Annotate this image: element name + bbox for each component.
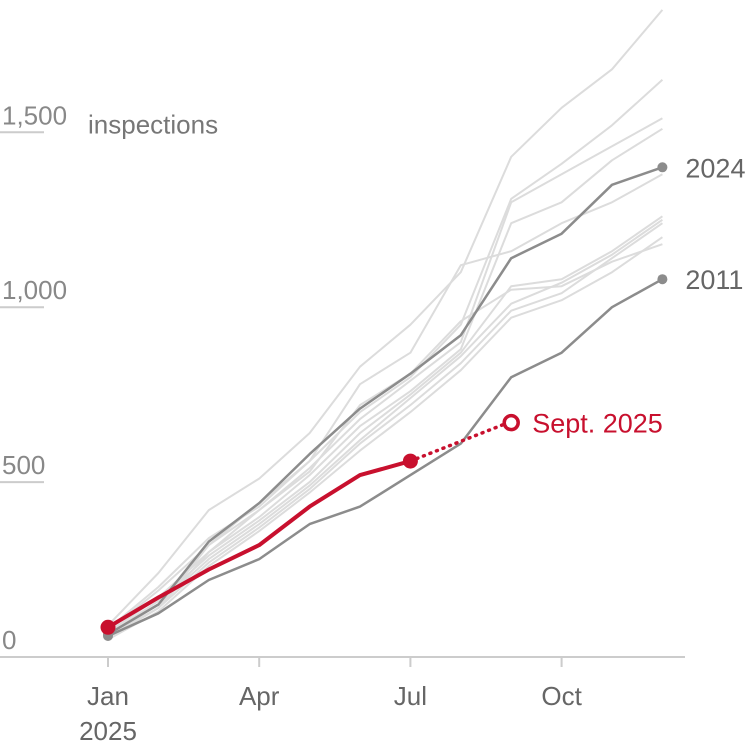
x-tick-label: Apr <box>239 681 280 711</box>
background-series-line <box>107 127 663 634</box>
y-tick-label: 0 <box>2 625 16 655</box>
projection-line <box>408 422 505 463</box>
highlight-series-group <box>103 162 668 642</box>
background-series-line <box>107 9 664 627</box>
labels-group: Sept. 2025 2024 2011 <box>532 153 745 438</box>
y-tick-label: 500 <box>2 450 45 480</box>
axes: 0 500 1,000 1,500 inspections Jan 2025 Apr Jul Oc… <box>0 100 685 746</box>
background-series-line <box>107 222 663 639</box>
background-series-line <box>107 243 663 639</box>
series-line-2011 <box>107 278 664 638</box>
background-series-group <box>107 9 664 641</box>
end-label-2011: 2011 <box>685 265 743 295</box>
x-tick-sublabel: 2025 <box>79 716 137 746</box>
current-series-group <box>100 413 520 635</box>
background-series-line <box>107 218 663 637</box>
background-series-line <box>107 215 663 636</box>
end-label-2024: 2024 <box>685 153 745 183</box>
y-tick-label: 1,500 <box>2 100 67 130</box>
x-tick-label: Jul <box>394 681 427 711</box>
background-series-line <box>107 79 664 630</box>
y-unit-label: inspections <box>88 109 218 139</box>
x-tick-label: Jan <box>87 681 129 711</box>
background-series-line <box>107 173 663 637</box>
series-line-2024 <box>107 166 663 636</box>
x-tick-label: Oct <box>541 681 582 711</box>
series-end-point-2024 <box>657 162 668 173</box>
series-end-point-2011 <box>657 274 668 285</box>
series-start-point-2025 <box>100 619 116 635</box>
y-tick-label: 1,000 <box>2 275 67 305</box>
projection-label: Sept. 2025 <box>532 409 663 439</box>
series-line-2025 <box>106 459 413 630</box>
projection-point <box>502 413 520 432</box>
